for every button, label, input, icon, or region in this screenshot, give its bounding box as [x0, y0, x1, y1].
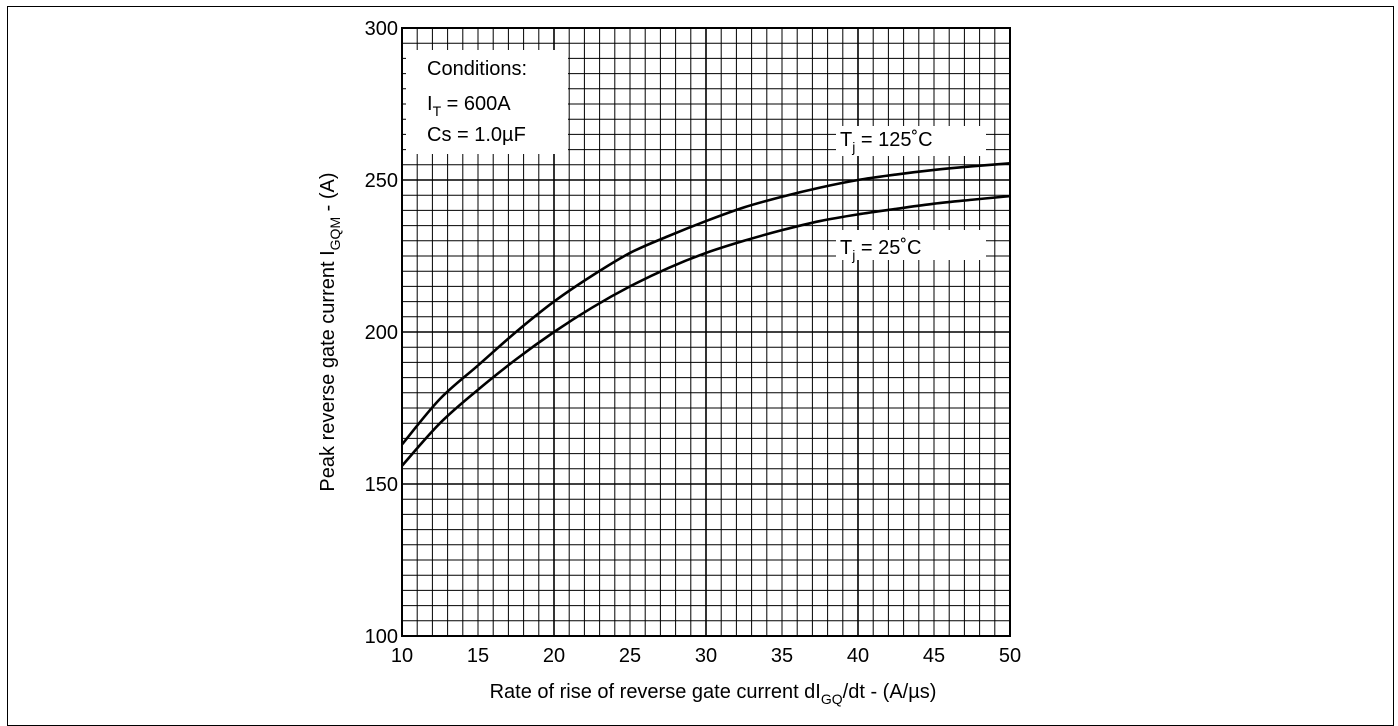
conditions-cs: Cs = 1.0µF — [427, 124, 526, 146]
conditions-it-sub: T — [433, 103, 442, 119]
x-tick-label: 40 — [847, 645, 869, 667]
series-line-tj-125 — [401, 161, 1011, 446]
x-tick-label: 10 — [391, 645, 413, 667]
series-label-125-tail: = 125˚C — [855, 129, 932, 151]
y-axis-label-tail: - (A) — [317, 172, 339, 216]
conditions-it-value: = 600A — [441, 93, 511, 115]
x-tick-label: 50 — [999, 645, 1021, 667]
series-label-25-tail: = 25˚C — [855, 237, 921, 259]
series-label-25-text: Tj = 25˚C — [840, 237, 922, 263]
series-label-25-main: T — [840, 237, 852, 259]
series-label-125-text: Tj = 125˚C — [840, 129, 933, 155]
series-label-25: Tj = 25˚C — [836, 230, 986, 263]
x-tick-label: 45 — [923, 645, 945, 667]
y-tick-labels: 100 150 200 250 300 — [365, 18, 398, 648]
x-tick-label: 20 — [543, 645, 565, 667]
series-label-125-main: T — [840, 129, 852, 151]
plot-border — [401, 27, 1011, 637]
series-label-25-sub: j — [851, 247, 855, 263]
conditions-box — [406, 50, 568, 154]
x-axis-label-main: Rate of rise of reverse gate current dI — [490, 681, 821, 703]
x-axis-label-sub: GQ — [821, 691, 843, 707]
x-tick-labels: 10 15 20 25 30 35 40 45 50 — [391, 645, 1021, 667]
y-tick-label: 250 — [365, 170, 398, 192]
y-tick-label: 150 — [365, 474, 398, 496]
conditions-annotation: Conditions: IT = 600A Cs = 1.0µF — [406, 50, 568, 154]
x-tick-label: 25 — [619, 645, 641, 667]
y-axis-label-sub: GQM — [327, 217, 343, 250]
conditions-it: IT = 600A — [427, 93, 511, 119]
series-label-125-box — [836, 126, 986, 156]
series-label-125: Tj = 125˚C — [836, 126, 986, 156]
y-tick-label: 300 — [365, 18, 398, 40]
curves — [401, 161, 1011, 467]
x-tick-label: 35 — [771, 645, 793, 667]
y-axis-label-main: Peak reverse gate current I — [317, 250, 339, 491]
x-tick-label: 30 — [695, 645, 717, 667]
conditions-it-main: I — [427, 93, 433, 115]
x-axis-label-tail: /dt - (A/µs) — [843, 681, 937, 703]
series-line-tj-25 — [401, 194, 1011, 467]
y-tick-label: 200 — [365, 322, 398, 344]
series-label-125-sub: j — [851, 139, 855, 155]
x-tick-label: 15 — [467, 645, 489, 667]
conditions-title: Conditions: — [427, 58, 527, 80]
x-axis-label: Rate of rise of reverse gate current dIG… — [490, 681, 937, 707]
y-axis-label: Peak reverse gate current IGQM - (A) — [317, 172, 343, 491]
y-tick-label: 100 — [365, 626, 398, 648]
series-label-25-box — [836, 230, 986, 260]
